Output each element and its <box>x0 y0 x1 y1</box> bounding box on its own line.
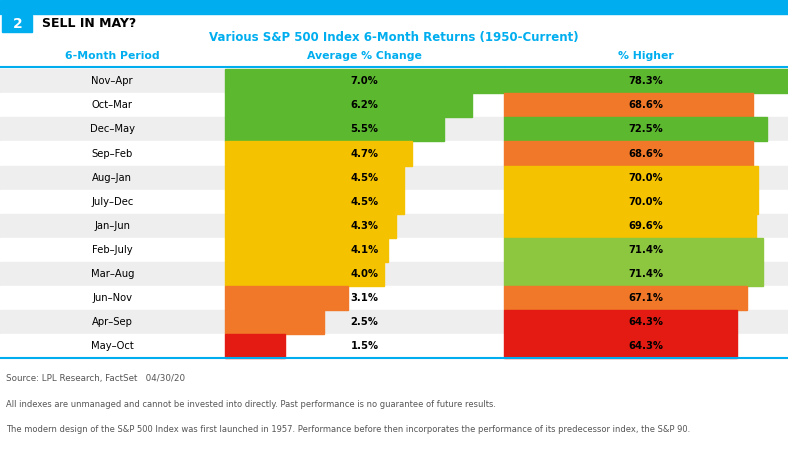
Text: Feb–July: Feb–July <box>92 245 132 255</box>
Bar <box>0 141 788 165</box>
Bar <box>504 189 758 213</box>
Text: 71.4%: 71.4% <box>629 269 663 279</box>
Bar <box>504 117 767 141</box>
Bar <box>504 165 758 189</box>
Bar <box>0 238 788 262</box>
Text: 6-Month Period: 6-Month Period <box>65 51 160 61</box>
Text: May–Oct: May–Oct <box>91 341 134 351</box>
Bar <box>504 310 738 334</box>
Text: 6.2%: 6.2% <box>351 100 378 110</box>
Bar <box>225 141 412 165</box>
Text: 69.6%: 69.6% <box>629 221 663 231</box>
Text: 4.1%: 4.1% <box>351 245 378 255</box>
Text: 2: 2 <box>13 17 22 30</box>
Text: Dec–May: Dec–May <box>90 124 135 134</box>
Text: 72.5%: 72.5% <box>629 124 663 134</box>
Text: 67.1%: 67.1% <box>629 293 663 303</box>
Text: 68.6%: 68.6% <box>629 148 663 158</box>
Text: 4.7%: 4.7% <box>351 148 378 158</box>
Text: Average % Change: Average % Change <box>307 51 422 61</box>
Text: Jun–Nov: Jun–Nov <box>92 293 132 303</box>
Bar <box>504 238 763 262</box>
Bar <box>0 165 788 189</box>
Text: Sep–Feb: Sep–Feb <box>91 148 133 158</box>
Bar <box>504 262 763 286</box>
Bar <box>504 334 738 358</box>
Text: Jan–Jun: Jan–Jun <box>95 221 130 231</box>
Text: 7.0%: 7.0% <box>351 76 378 86</box>
Text: % Higher: % Higher <box>619 51 674 61</box>
Text: 71.4%: 71.4% <box>629 245 663 255</box>
Text: 70.0%: 70.0% <box>629 173 663 182</box>
Bar <box>0 69 788 93</box>
Text: Aug–Jan: Aug–Jan <box>92 173 132 182</box>
Text: 2.5%: 2.5% <box>351 317 378 327</box>
Bar <box>0 0 788 14</box>
Bar <box>225 93 472 117</box>
Text: Mar–Aug: Mar–Aug <box>91 269 134 279</box>
Bar <box>225 69 504 93</box>
Text: All indexes are unmanaged and cannot be invested into directly. Past performance: All indexes are unmanaged and cannot be … <box>6 400 496 408</box>
Bar <box>504 286 748 310</box>
Text: 68.6%: 68.6% <box>629 100 663 110</box>
Text: SELL IN MAY?: SELL IN MAY? <box>42 17 136 30</box>
Text: July–Dec: July–Dec <box>91 197 133 207</box>
Bar <box>225 117 444 141</box>
Text: 5.5%: 5.5% <box>351 124 378 134</box>
Text: 64.3%: 64.3% <box>629 317 663 327</box>
Bar <box>0 310 788 334</box>
Bar <box>225 310 325 334</box>
Bar <box>0 286 788 310</box>
Bar <box>225 334 284 358</box>
Text: 1.5%: 1.5% <box>351 341 378 351</box>
Text: 3.1%: 3.1% <box>351 293 378 303</box>
Bar <box>225 238 388 262</box>
Text: Various S&P 500 Index 6-Month Returns (1950-Current): Various S&P 500 Index 6-Month Returns (1… <box>209 31 579 44</box>
Text: Oct–Mar: Oct–Mar <box>91 100 133 110</box>
Bar <box>225 286 348 310</box>
Bar <box>504 141 753 165</box>
Bar <box>504 93 753 117</box>
Text: 70.0%: 70.0% <box>629 197 663 207</box>
Text: 4.5%: 4.5% <box>351 197 378 207</box>
Bar <box>2 15 32 32</box>
Text: Nov–Apr: Nov–Apr <box>91 76 133 86</box>
Bar <box>225 213 396 238</box>
Bar <box>0 117 788 141</box>
Text: 4.3%: 4.3% <box>351 221 378 231</box>
Bar <box>504 69 788 93</box>
Bar <box>225 165 404 189</box>
Bar <box>0 93 788 117</box>
Text: Apr–Sep: Apr–Sep <box>92 317 132 327</box>
Bar <box>0 189 788 213</box>
Text: 78.3%: 78.3% <box>629 76 663 86</box>
Text: The modern design of the S&P 500 Index was first launched in 1957. Performance b: The modern design of the S&P 500 Index w… <box>6 425 690 434</box>
Bar <box>225 262 385 286</box>
Bar <box>225 189 404 213</box>
Text: 64.3%: 64.3% <box>629 341 663 351</box>
Bar <box>0 334 788 358</box>
Text: 4.0%: 4.0% <box>351 269 378 279</box>
Text: 4.5%: 4.5% <box>351 173 378 182</box>
Bar <box>504 213 756 238</box>
Bar <box>0 213 788 238</box>
Bar <box>0 262 788 286</box>
Text: Source: LPL Research, FactSet   04/30/20: Source: LPL Research, FactSet 04/30/20 <box>6 374 185 383</box>
